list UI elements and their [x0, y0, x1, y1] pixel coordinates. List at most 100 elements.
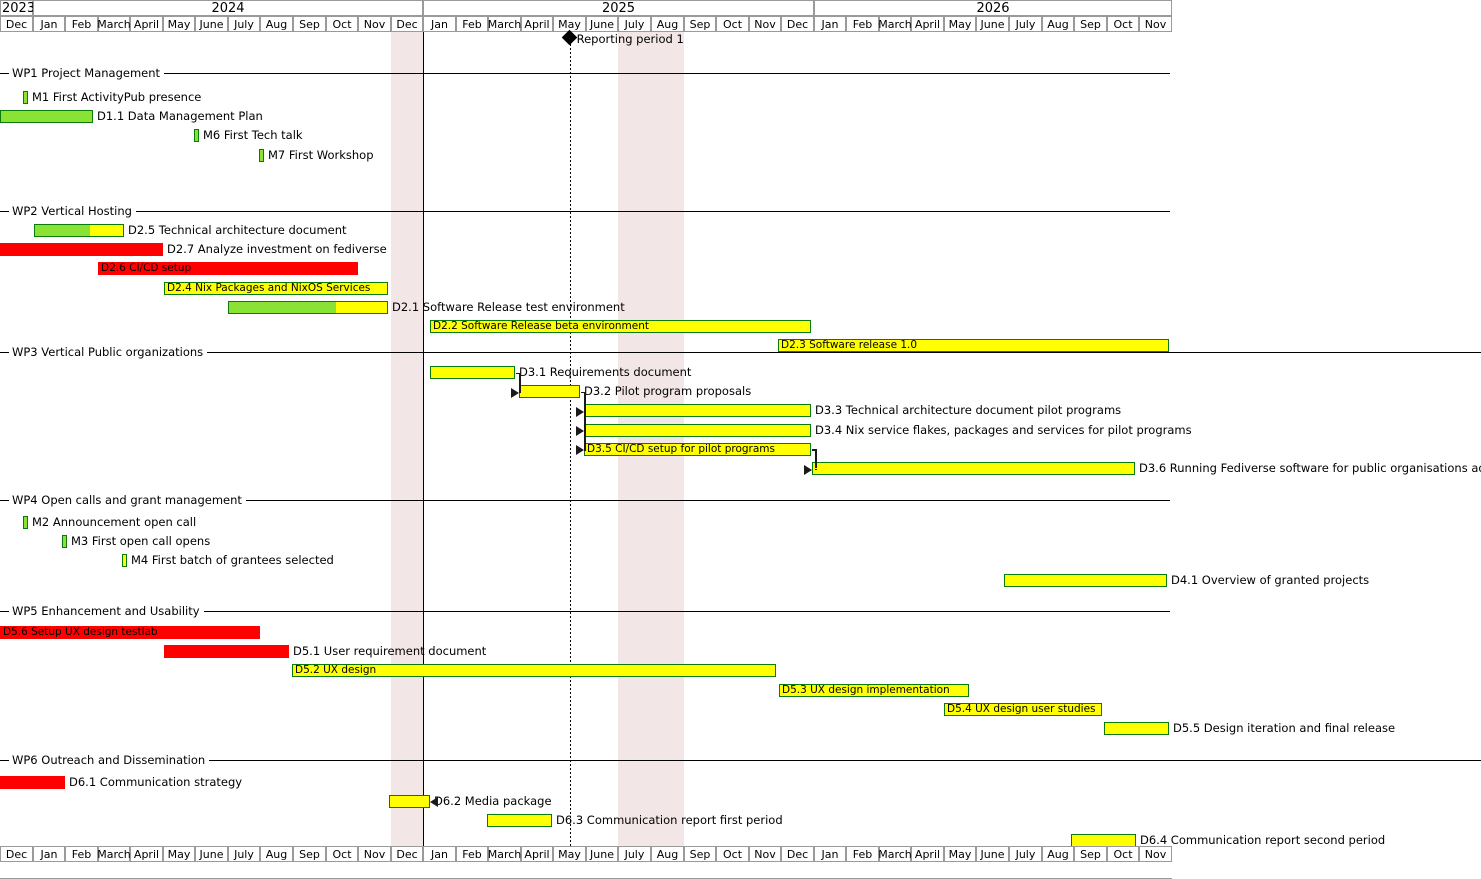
task-label: D3.2 Pilot program proposals: [584, 384, 752, 398]
month-footer-2024-nov: Nov: [358, 846, 391, 862]
task-label: D2.5 Technical architecture document: [128, 223, 347, 237]
dependency-arrow-segment: [519, 391, 521, 394]
month-header-2026-nov: Nov: [1139, 16, 1172, 32]
task-bar[interactable]: [0, 776, 65, 789]
milestone-marker[interactable]: [259, 149, 264, 162]
milestone-marker[interactable]: [194, 129, 199, 142]
month-header-2024-nov: Nov: [358, 16, 391, 32]
dependency-arrowhead-icon: [804, 464, 812, 475]
task-label: D2.1 Software Release test environment: [392, 300, 625, 314]
task-bar-segment: [585, 425, 810, 436]
milestone-marker[interactable]: [62, 535, 67, 548]
task-bar[interactable]: [292, 664, 776, 677]
task-bar[interactable]: [430, 320, 811, 333]
task-bar-segment: [585, 444, 810, 455]
task-bar[interactable]: [812, 462, 1135, 475]
wp-collapse-dash-icon[interactable]: [0, 72, 9, 74]
task-bar[interactable]: [779, 684, 969, 697]
work-package-label: WP4 Open calls and grant management: [12, 493, 242, 507]
task-label: D3.3 Technical architecture document pil…: [815, 403, 1122, 417]
milestone-marker[interactable]: [23, 516, 28, 529]
work-package-row-wp2[interactable]: WP2 Vertical Hosting: [0, 204, 1170, 218]
task-bar-segment: [1, 111, 92, 122]
work-package-summary-rule: [203, 610, 1170, 612]
task-label-inside: D5.2 UX design: [295, 664, 377, 676]
task-bar[interactable]: [164, 645, 289, 658]
wp-collapse-dash-icon[interactable]: [0, 499, 9, 501]
task-bar[interactable]: [0, 626, 260, 639]
milestone-label: M6 First Tech talk: [203, 128, 303, 142]
work-package-row-wp3[interactable]: WP3 Vertical Public organizations: [0, 345, 1481, 359]
wp-collapse-dash-icon[interactable]: [0, 610, 9, 612]
task-label-inside: D2.6 CI/CD setup: [101, 262, 192, 274]
work-package-row-wp6[interactable]: WP6 Outreach and Dissemination: [0, 753, 1481, 767]
work-package-row-wp4[interactable]: WP4 Open calls and grant management: [0, 493, 1170, 507]
work-package-summary-rule: [209, 759, 1481, 761]
task-bar-segment: [1072, 835, 1135, 846]
work-package-summary-rule: [207, 351, 1481, 353]
task-bar[interactable]: [34, 224, 124, 237]
task-label: D3.6 Running Fediverse software for publ…: [1139, 461, 1481, 475]
month-footer-2026-jan: Jan: [814, 846, 846, 862]
task-bar[interactable]: [164, 282, 388, 295]
milestone-marker[interactable]: [23, 91, 28, 104]
month-footer-2025-aug: Aug: [651, 846, 684, 862]
task-bar[interactable]: [584, 404, 811, 417]
reporting-period-dotted-line: [570, 40, 571, 846]
wp-collapse-dash-icon[interactable]: [0, 210, 9, 212]
month-header-2023-dec: Dec: [0, 16, 33, 32]
task-bar-segment: [520, 386, 579, 397]
task-bar-segment: [0, 776, 65, 789]
month-header-2025-feb: Feb: [456, 16, 488, 32]
task-bar[interactable]: [519, 385, 580, 398]
task-label: D6.2 Media package: [434, 794, 552, 808]
media-package-arrow-icon: [430, 797, 438, 808]
month-footer-2026-aug: Aug: [1042, 846, 1074, 862]
task-bar[interactable]: [944, 703, 1102, 716]
month-footer-2024-sep: Sep: [293, 846, 326, 862]
task-bar[interactable]: [389, 795, 430, 808]
month-header-2026-july: July: [1009, 16, 1042, 32]
month-header-2025-nov: Nov: [749, 16, 781, 32]
task-bar[interactable]: [487, 814, 552, 827]
task-bar-segment: [35, 225, 90, 236]
task-bar[interactable]: [1104, 722, 1169, 735]
month-footer-2025-may: May: [553, 846, 586, 862]
milestone-marker[interactable]: [122, 554, 127, 567]
task-bar[interactable]: [430, 366, 515, 379]
task-bar-segment: [780, 685, 968, 696]
work-package-row-wp5[interactable]: WP5 Enhancement and Usability: [0, 604, 1170, 618]
task-bar[interactable]: [228, 301, 388, 314]
task-bar[interactable]: [0, 110, 93, 123]
month-footer-2024-may: May: [163, 846, 195, 862]
task-label: D5.5 Design iteration and final release: [1173, 721, 1396, 735]
wp-collapse-dash-icon[interactable]: [0, 759, 9, 761]
task-bar[interactable]: [0, 243, 163, 256]
year-header-2026: 2026: [814, 0, 1172, 16]
month-header-2024-dec: Dec: [391, 16, 423, 32]
wp-collapse-dash-icon[interactable]: [0, 351, 9, 353]
task-bar-segment: [945, 704, 1101, 715]
task-bar[interactable]: [98, 262, 358, 275]
task-label-inside: D2.2 Software Release beta environment: [433, 320, 649, 332]
month-footer-2025-jan: Jan: [423, 846, 456, 862]
month-header-2026-aug: Aug: [1042, 16, 1074, 32]
task-bar[interactable]: [584, 424, 811, 437]
month-header-2024-sep: Sep: [293, 16, 326, 32]
month-header-2024-march: March: [97, 16, 131, 32]
task-bar-segment: [813, 463, 1134, 474]
work-package-row-wp1[interactable]: WP1 Project Management: [0, 66, 1170, 80]
month-header-2025-sep: Sep: [684, 16, 716, 32]
gantt-plot-area: Reporting period 1 WP1 Project Management…: [0, 29, 1481, 847]
month-header-2025-dec: Dec: [781, 16, 814, 32]
task-bar[interactable]: [1004, 574, 1167, 587]
task-label: D6.1 Communication strategy: [69, 775, 243, 789]
milestone-label: M7 First Workshop: [268, 148, 374, 162]
month-footer-2025-june: June: [586, 846, 618, 862]
month-footer-2026-may: May: [944, 846, 976, 862]
month-footer-2026-march: March: [878, 846, 912, 862]
task-bar-segment: [165, 283, 387, 294]
task-bar-segment: [89, 225, 123, 236]
month-footer-2024-feb: Feb: [65, 846, 98, 862]
